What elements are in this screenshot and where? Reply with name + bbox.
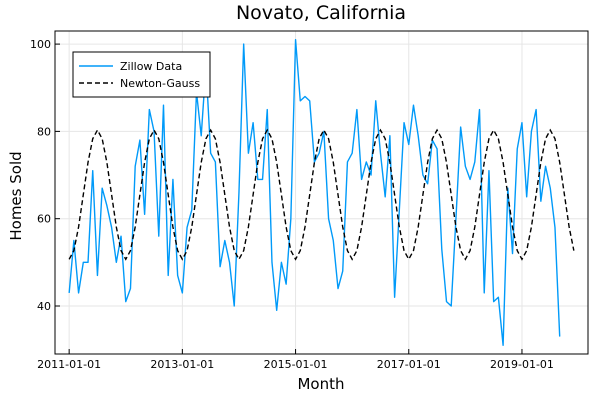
series-layer <box>68 39 575 346</box>
x-tick-label: 2013-01-01 <box>150 358 214 371</box>
y-tick-label: 100 <box>30 38 51 51</box>
x-tick-label: 2017-01-01 <box>377 358 441 371</box>
legend-label-newton-gauss: Newton-Gauss <box>120 77 200 90</box>
gridlines <box>55 31 588 354</box>
y-tick-label: 80 <box>37 125 51 138</box>
chart-title: Novato, California <box>236 2 406 24</box>
legend-box <box>72 51 211 98</box>
series-line-zillow-data <box>68 39 561 346</box>
y-axis-label: Homes Sold <box>7 151 25 240</box>
legend: Zillow Data Newton-Gauss <box>72 51 211 98</box>
x-tick-label: 2019-01-01 <box>490 358 554 371</box>
series-line-newton-gauss <box>68 128 575 261</box>
y-tick-label: 60 <box>37 213 51 226</box>
x-axis-label: Month <box>297 375 344 393</box>
axes: 40 60 80 100 2011-01-01 2013-01-01 2015-01-01 2… <box>30 30 589 371</box>
plot-frame <box>54 30 589 355</box>
x-tick-label: 2015-01-01 <box>264 358 328 371</box>
legend-label-zillow-data: Zillow Data <box>120 60 182 73</box>
y-tick-label: 40 <box>37 300 51 313</box>
x-tick-label: 2011-01-01 <box>37 358 101 371</box>
